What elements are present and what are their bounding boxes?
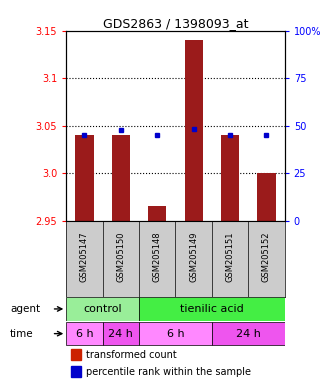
FancyBboxPatch shape: [139, 297, 285, 321]
Bar: [75, 135, 94, 221]
Text: GSM205147: GSM205147: [80, 232, 89, 282]
Bar: [185, 40, 203, 221]
FancyBboxPatch shape: [139, 322, 212, 346]
Bar: [71, 349, 81, 360]
FancyBboxPatch shape: [103, 322, 139, 346]
FancyBboxPatch shape: [212, 322, 285, 346]
Text: 6 h: 6 h: [166, 329, 184, 339]
Text: GSM205150: GSM205150: [116, 232, 125, 282]
Text: 6 h: 6 h: [75, 329, 93, 339]
Text: 24 h: 24 h: [236, 329, 261, 339]
Text: 24 h: 24 h: [108, 329, 133, 339]
Text: agent: agent: [10, 304, 40, 314]
Bar: [71, 366, 81, 377]
Bar: [112, 135, 130, 221]
Text: GSM205149: GSM205149: [189, 232, 198, 282]
Text: GSM205148: GSM205148: [153, 232, 162, 282]
Text: percentile rank within the sample: percentile rank within the sample: [86, 367, 251, 377]
FancyBboxPatch shape: [66, 322, 103, 346]
FancyBboxPatch shape: [66, 297, 139, 321]
Text: tienilic acid: tienilic acid: [180, 304, 244, 314]
Text: transformed count: transformed count: [86, 350, 177, 360]
Text: GSM205151: GSM205151: [225, 232, 235, 282]
Text: GSM205152: GSM205152: [262, 232, 271, 282]
Bar: [148, 206, 166, 221]
Bar: [221, 135, 239, 221]
Bar: [257, 173, 275, 221]
Title: GDS2863 / 1398093_at: GDS2863 / 1398093_at: [103, 17, 248, 30]
Text: control: control: [83, 304, 122, 314]
Text: time: time: [10, 329, 33, 339]
